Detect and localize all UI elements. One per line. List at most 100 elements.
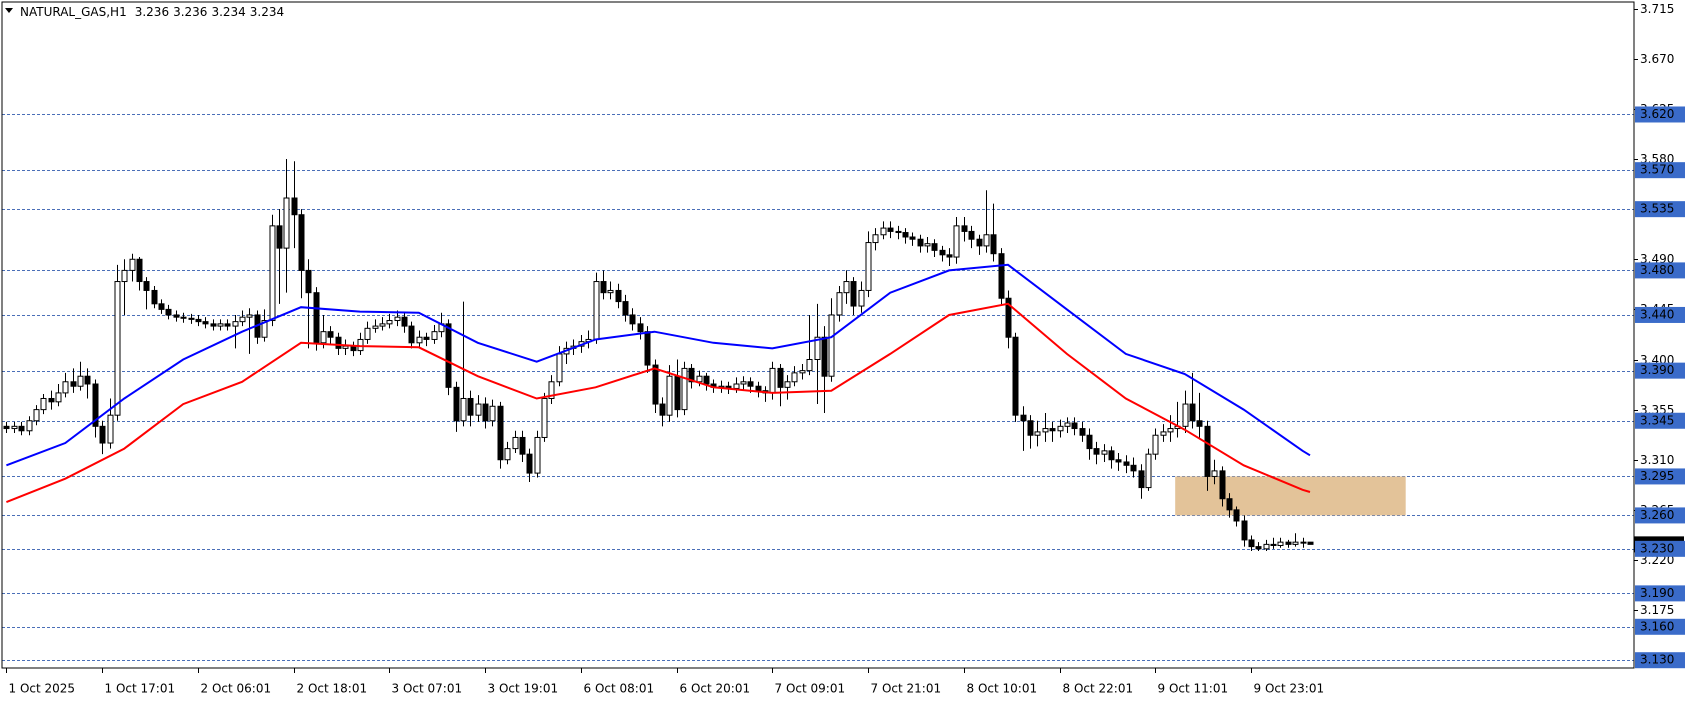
- candle-body: [703, 375, 710, 385]
- candle-body: [895, 230, 902, 234]
- candle-body: [615, 289, 622, 303]
- candle-body: [806, 359, 813, 372]
- candle-body: [188, 317, 195, 320]
- candle-body: [990, 234, 997, 255]
- candle-body: [600, 281, 607, 294]
- candle-body: [953, 225, 960, 258]
- candle-body: [165, 308, 172, 316]
- candle-body: [408, 325, 415, 344]
- candle-body: [629, 314, 636, 325]
- x-tick-label: 9 Oct 11:01: [1158, 682, 1229, 696]
- candle-body: [548, 381, 555, 399]
- candle-body: [70, 381, 77, 387]
- candle-body: [1255, 546, 1262, 550]
- candle-body: [372, 325, 379, 329]
- candle-body: [931, 243, 938, 251]
- level-box: [1635, 618, 1685, 635]
- x-tick-label: 1 Oct 2025: [9, 682, 76, 696]
- candle-body: [872, 234, 879, 244]
- candle-body: [843, 281, 850, 294]
- level-label: 3.160: [1640, 619, 1674, 633]
- candle-body: [143, 281, 150, 291]
- candle-body: [924, 243, 931, 247]
- candle-body: [1145, 453, 1152, 489]
- x-tick-label: 2 Oct 06:01: [201, 682, 272, 696]
- candle-body: [1211, 470, 1218, 477]
- candle-body: [1071, 422, 1078, 430]
- candle-body: [261, 320, 268, 338]
- candle-body: [489, 405, 496, 422]
- candle-body: [976, 238, 983, 247]
- candle-body: [939, 249, 946, 256]
- level-box: [1635, 585, 1685, 602]
- candle-body: [1167, 428, 1174, 433]
- candle-body: [151, 289, 158, 305]
- candle-body: [998, 253, 1005, 299]
- candle-body: [210, 323, 217, 327]
- candle-body: [33, 409, 40, 422]
- candle-body: [755, 385, 762, 392]
- plot-border: [1, 1, 1635, 669]
- candle-body: [1226, 498, 1233, 511]
- candle-body: [637, 323, 644, 333]
- candle-body: [740, 381, 747, 385]
- candle-body: [887, 227, 894, 232]
- candle-body: [62, 381, 69, 394]
- candle-body: [1182, 403, 1189, 427]
- candle-body: [983, 234, 990, 247]
- candle-body: [1219, 470, 1226, 500]
- candle-body: [961, 225, 968, 232]
- candle-body: [836, 292, 843, 316]
- candle-body: [1189, 403, 1196, 422]
- candle-body: [1241, 520, 1248, 541]
- x-tick-label: 8 Oct 10:01: [967, 682, 1038, 696]
- candle-body: [1300, 541, 1307, 544]
- candle-body: [114, 281, 121, 416]
- candle-body: [968, 230, 975, 240]
- level-box: [1635, 306, 1685, 323]
- candle-body: [791, 372, 798, 383]
- candle-body: [1248, 539, 1255, 548]
- moving-average: [6, 263, 1311, 467]
- candle-body: [946, 254, 953, 258]
- candle-body: [733, 383, 740, 389]
- candle-body: [644, 331, 651, 366]
- x-tick-label: 7 Oct 09:01: [775, 682, 846, 696]
- candle-body: [276, 225, 283, 249]
- open: 3.236: [135, 5, 169, 19]
- candle-body: [1108, 450, 1115, 461]
- level-label: 3.440: [1640, 307, 1674, 321]
- candle-body: [423, 336, 430, 340]
- candle-body: [364, 327, 371, 340]
- candle-body: [482, 403, 489, 422]
- candle-body: [232, 321, 239, 327]
- candle-body: [202, 321, 209, 325]
- candle-body: [431, 331, 438, 340]
- candle-body: [1263, 543, 1270, 550]
- candle-body: [858, 289, 865, 307]
- candle-body: [909, 236, 916, 240]
- candle-body: [291, 197, 298, 216]
- candle-body: [777, 367, 784, 388]
- x-tick-label: 9 Oct 23:01: [1254, 682, 1325, 696]
- candle-body: [342, 345, 349, 349]
- candle-body: [1079, 428, 1086, 436]
- candle-body: [386, 320, 393, 325]
- candle-body: [784, 381, 791, 388]
- candle-body: [526, 453, 533, 474]
- candle-body: [1049, 428, 1056, 432]
- candle-body: [497, 405, 504, 461]
- level-label: 3.480: [1640, 263, 1674, 277]
- menu-triangle[interactable]: [5, 8, 13, 13]
- candle-body: [394, 316, 401, 322]
- candle-body: [607, 289, 614, 294]
- candle-body: [92, 383, 99, 427]
- symbol-info: NATURAL_GAS,H1 3.236 3.236 3.234 3.234: [20, 5, 284, 19]
- candle-body: [77, 375, 84, 387]
- candle-body: [195, 318, 202, 323]
- candle-body: [747, 381, 754, 387]
- candle-body: [652, 364, 659, 405]
- candle-body: [850, 281, 857, 307]
- close: 3.234: [250, 5, 284, 19]
